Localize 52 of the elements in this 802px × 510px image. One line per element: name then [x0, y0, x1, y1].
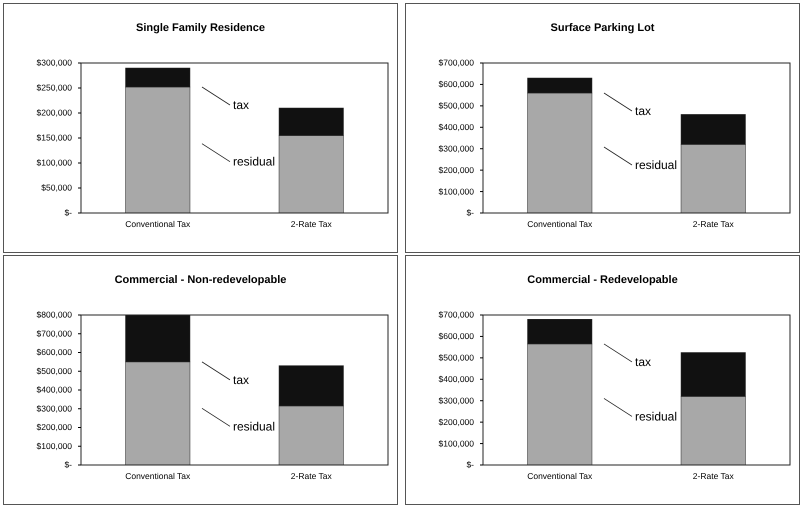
y-tick-label: $100,000 [36, 158, 72, 168]
y-tick-label: $600,000 [438, 331, 474, 342]
y-tick-label: $500,000 [438, 352, 474, 363]
y-tick-label: $500,000 [438, 100, 474, 111]
text: tax [232, 98, 249, 112]
y-tick-label: $50,000 [41, 182, 72, 193]
chart-title: Commercial - Redevelopable [527, 274, 678, 286]
series-label: residual [634, 158, 678, 172]
y-tick-label: $- [466, 208, 474, 218]
x-tick-label: 2-Rate Tax [692, 219, 734, 230]
series-label: residual [232, 154, 276, 169]
y-tick-label: $- [64, 208, 72, 218]
y-tick-label: $600,000 [438, 79, 474, 90]
y-tick-label: $100,000 [438, 186, 474, 196]
x-tick-label: Conventional Tax [527, 471, 594, 482]
chart-title: Commercial - Non-redevelopable [114, 274, 286, 286]
y-tick-label: $300,000 [36, 58, 72, 68]
series-label: residual [232, 419, 276, 434]
text: tax [634, 354, 651, 369]
y-tick-label: $400,000 [438, 374, 474, 384]
y-tick-label: $- [466, 460, 474, 470]
series-label: residual [634, 409, 678, 424]
y-tick-label: $700,000 [36, 328, 72, 338]
y-tick-label: $600,000 [36, 347, 72, 358]
x-tick-label: 2-Rate Tax [290, 219, 332, 230]
y-tick-label: $500,000 [36, 366, 72, 376]
y-tick-label: $100,000 [438, 438, 474, 448]
y-tick-label: $200,000 [36, 422, 72, 432]
y-tick-label: $300,000 [36, 403, 72, 414]
y-tick-label: $250,000 [36, 82, 72, 93]
text: tax [232, 372, 249, 387]
y-tick-label: $700,000 [438, 58, 474, 68]
y-tick-label: $150,000 [36, 132, 72, 143]
y-tick-label: $800,000 [36, 310, 72, 320]
y-tick-label: $400,000 [438, 122, 474, 132]
chart-title: Single Family Residence [136, 22, 265, 34]
y-tick-label: $100,000 [36, 440, 72, 451]
y-tick-label: $200,000 [36, 108, 72, 118]
x-tick-label: 2-Rate Tax [290, 471, 332, 482]
y-tick-label: $300,000 [438, 395, 474, 406]
y-tick-label: $200,000 [438, 416, 474, 427]
y-tick-label: $700,000 [438, 310, 474, 320]
text: tax [634, 104, 651, 118]
y-tick-label: $200,000 [438, 164, 474, 175]
x-tick-label: Conventional Tax [125, 471, 192, 482]
y-tick-label: $400,000 [36, 384, 72, 395]
y-tick-label: $300,000 [438, 143, 474, 154]
x-tick-label: 2-Rate Tax [692, 471, 734, 482]
x-tick-label: Conventional Tax [527, 219, 594, 230]
chart-title: Surface Parking Lot [550, 22, 655, 34]
y-tick-label: $- [64, 460, 72, 470]
x-tick-label: Conventional Tax [125, 219, 192, 230]
